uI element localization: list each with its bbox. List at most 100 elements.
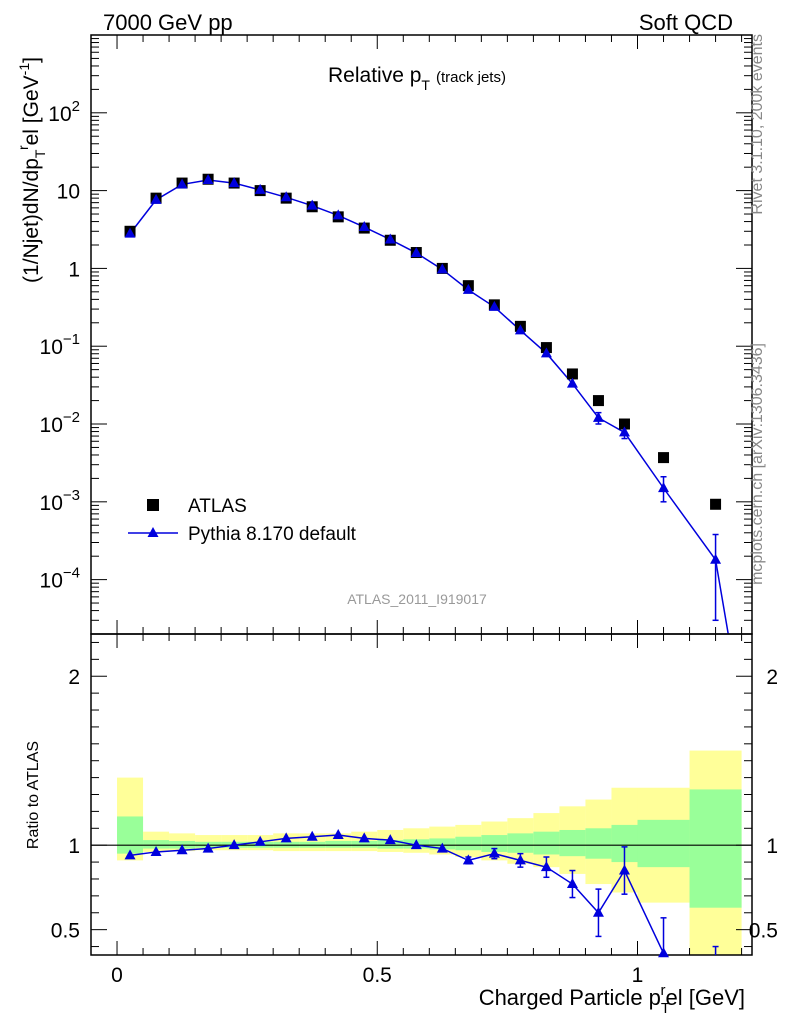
mc-point bbox=[254, 183, 266, 194]
ratio-point bbox=[124, 849, 136, 860]
ratio-y-tick-label: 2 bbox=[68, 666, 80, 689]
ratio-point bbox=[592, 906, 604, 917]
mc-point bbox=[618, 426, 630, 437]
ratio-y-tick-label-right: 2 bbox=[766, 666, 778, 689]
svg-text:Charged Particle pTrel [GeV]: Charged Particle pTrel [GeV] bbox=[479, 982, 745, 1017]
x-tick-label: 0.5 bbox=[363, 964, 392, 987]
legend-atlas-label: ATLAS bbox=[188, 496, 247, 517]
mcplots-label: mcplots.cern.ch [arXiv:1306.3436] bbox=[749, 343, 766, 585]
y-tick-label: 1 bbox=[68, 258, 80, 281]
ratio-point bbox=[566, 878, 578, 889]
mc-point bbox=[228, 177, 240, 188]
legend-mc-marker bbox=[147, 527, 159, 537]
x-tick-label: 0 bbox=[111, 964, 123, 987]
atlas-point bbox=[618, 418, 630, 430]
analysis-id: ATLAS_2011_I919017 bbox=[347, 591, 487, 607]
ratio-y-tick-label-right: 0.5 bbox=[749, 920, 778, 943]
mc-point bbox=[176, 178, 188, 189]
ratio-point bbox=[306, 830, 318, 841]
mc-point bbox=[462, 283, 474, 294]
header-category: Soft QCD bbox=[639, 10, 733, 35]
mc-point bbox=[710, 553, 722, 564]
ratio-y-tick-label-right: 1 bbox=[766, 835, 778, 858]
ratio-point bbox=[332, 829, 344, 840]
ratio-panel: 0 0.5 1 0.5 0.5 1 1 2 2 bbox=[51, 35, 778, 987]
mc-point bbox=[436, 263, 448, 274]
plot-title-sub: T bbox=[421, 77, 430, 93]
mc-point bbox=[150, 193, 162, 204]
ratio-point bbox=[540, 861, 552, 872]
mc-point bbox=[332, 209, 344, 220]
ratio-band-inner bbox=[481, 835, 508, 852]
mc-point bbox=[514, 324, 526, 335]
legend-mc-label: Pythia 8.170 default bbox=[188, 524, 357, 545]
main-ylabel: (1/Njet)dN/dpTrel [GeV-1] bbox=[15, 57, 48, 283]
atlas-point bbox=[710, 498, 722, 510]
y-tick-label: 10−1 bbox=[40, 331, 80, 359]
ratio-line bbox=[129, 834, 669, 955]
mc-point bbox=[124, 227, 136, 238]
legend-atlas-marker bbox=[147, 499, 159, 511]
svg-text:(1/Njet)dN/dpTrel [GeV-1]: (1/Njet)dN/dpTrel [GeV-1] bbox=[15, 57, 48, 283]
x-tick-label: 1 bbox=[632, 964, 644, 987]
ratio-band-inner bbox=[377, 840, 404, 849]
plot-title-main: Relative p bbox=[328, 64, 421, 87]
ratio-band-inner bbox=[533, 831, 560, 855]
y-tick-label: 10−2 bbox=[40, 409, 80, 437]
mc-point bbox=[358, 221, 370, 232]
mc-line bbox=[129, 179, 729, 634]
ratio-y-tick-label: 0.5 bbox=[51, 920, 80, 943]
ratio-point bbox=[358, 832, 370, 843]
ratio-point bbox=[202, 842, 214, 853]
y-tick-label: 10−3 bbox=[40, 487, 80, 515]
ratio-point bbox=[462, 854, 474, 865]
y-tick-label: 102 bbox=[48, 98, 80, 126]
atlas-point bbox=[592, 395, 604, 407]
atlas-point bbox=[658, 452, 670, 464]
ratio-point bbox=[254, 835, 266, 846]
ratio-band-inner bbox=[143, 840, 170, 849]
ratio-band-inner bbox=[117, 816, 144, 854]
ratio-band-inner bbox=[585, 828, 612, 859]
mc-point bbox=[280, 191, 292, 202]
y-tick-label: 10−4 bbox=[40, 565, 80, 593]
ratio-band-inner bbox=[351, 840, 378, 848]
mc-point bbox=[202, 173, 214, 184]
atlas-point bbox=[566, 368, 578, 380]
y-tick-label: 10 bbox=[57, 181, 80, 204]
plot-title-paren: (track jets) bbox=[436, 69, 506, 86]
ratio-band-inner bbox=[689, 789, 742, 908]
rivet-label: Rivet 3.1.10, 200k events bbox=[749, 34, 766, 215]
ratio-point bbox=[618, 864, 630, 875]
ratio-point bbox=[176, 844, 188, 855]
mc-point bbox=[592, 411, 604, 422]
ratio-point bbox=[488, 847, 500, 858]
mc-point bbox=[410, 246, 422, 257]
ratio-point bbox=[410, 839, 422, 850]
mc-point bbox=[658, 482, 670, 493]
ratio-y-tick-label: 1 bbox=[68, 835, 80, 858]
plot-title: Relative pT (track jets) bbox=[328, 64, 506, 93]
ratio-point bbox=[514, 854, 526, 865]
mc-point bbox=[540, 347, 552, 358]
ratio-xlabel: Charged Particle pTrel [GeV] bbox=[479, 982, 745, 1017]
ratio-band-inner bbox=[325, 840, 352, 848]
ratio-point bbox=[150, 845, 162, 856]
mc-point bbox=[384, 233, 396, 244]
ratio-point bbox=[436, 842, 448, 853]
main-panel: 10−4 10−3 10−2 10−1 1 10 102 ATLAS Pythia 8.170 … bbox=[40, 34, 753, 955]
ratio-point bbox=[228, 839, 240, 850]
ratio-ylabel: Ratio to ATLAS bbox=[25, 741, 42, 849]
ratio-point bbox=[384, 834, 396, 845]
mc-point bbox=[566, 377, 578, 388]
ratio-band-inner bbox=[637, 819, 690, 868]
mc-point bbox=[306, 199, 318, 210]
ratio-band-inner bbox=[507, 833, 534, 853]
ratio-band-inner bbox=[455, 836, 482, 851]
header-collision: 7000 GeV pp bbox=[103, 10, 233, 35]
ratio-point bbox=[658, 947, 670, 958]
ratio-point bbox=[280, 832, 292, 843]
ratio-band-inner bbox=[559, 829, 586, 857]
mc-point bbox=[488, 300, 500, 311]
